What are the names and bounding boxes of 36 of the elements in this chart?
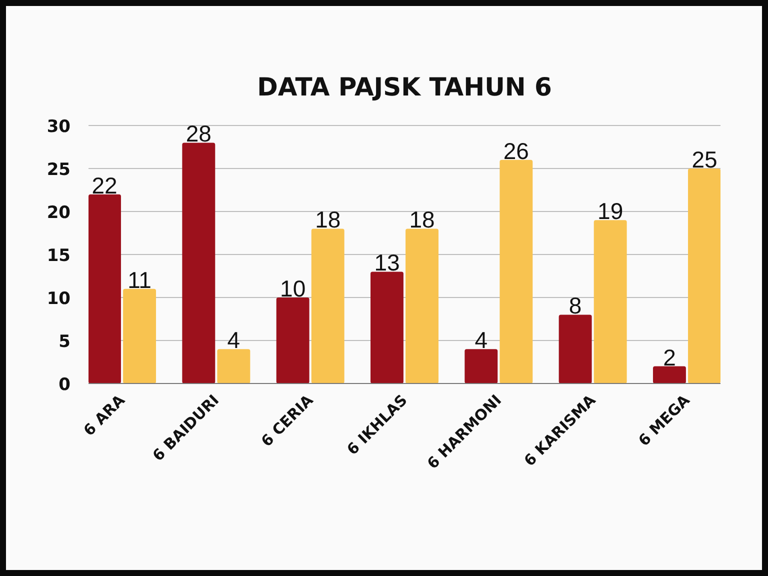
bar bbox=[88, 194, 121, 384]
data-label: 4 bbox=[227, 327, 240, 354]
data-label: 13 bbox=[374, 250, 400, 276]
data-label: 28 bbox=[186, 120, 212, 147]
bar bbox=[500, 160, 533, 384]
bar bbox=[311, 228, 344, 384]
bar bbox=[123, 288, 156, 384]
bar bbox=[558, 314, 592, 384]
y-tick-label: 0 bbox=[58, 375, 71, 395]
bar bbox=[652, 366, 686, 384]
bar bbox=[217, 349, 250, 384]
data-label: 26 bbox=[503, 138, 529, 164]
y-tick-label: 20 bbox=[46, 203, 71, 224]
data-label: 10 bbox=[280, 276, 306, 302]
data-label: 22 bbox=[92, 172, 118, 198]
data-label: 8 bbox=[568, 292, 582, 319]
bar bbox=[594, 220, 627, 384]
data-label: 19 bbox=[598, 198, 624, 224]
bar bbox=[182, 142, 216, 384]
y-tick-label: 25 bbox=[46, 160, 71, 180]
data-label: 18 bbox=[409, 206, 435, 233]
data-label: 2 bbox=[663, 344, 676, 370]
data-label: 18 bbox=[315, 206, 341, 233]
bar bbox=[406, 228, 438, 384]
y-tick-label: 15 bbox=[46, 246, 71, 266]
y-tick-label: 5 bbox=[58, 332, 71, 352]
bar bbox=[464, 349, 498, 384]
bar bbox=[276, 298, 310, 384]
bar bbox=[688, 168, 720, 384]
chart-title: DATA PAJSK TAHUN 6 bbox=[257, 72, 552, 102]
bar bbox=[370, 272, 404, 384]
y-tick-label: 30 bbox=[46, 117, 71, 138]
data-label: 25 bbox=[692, 146, 718, 173]
data-label: 11 bbox=[128, 266, 152, 293]
data-label: 4 bbox=[474, 327, 488, 354]
y-tick-label: 10 bbox=[46, 289, 71, 310]
